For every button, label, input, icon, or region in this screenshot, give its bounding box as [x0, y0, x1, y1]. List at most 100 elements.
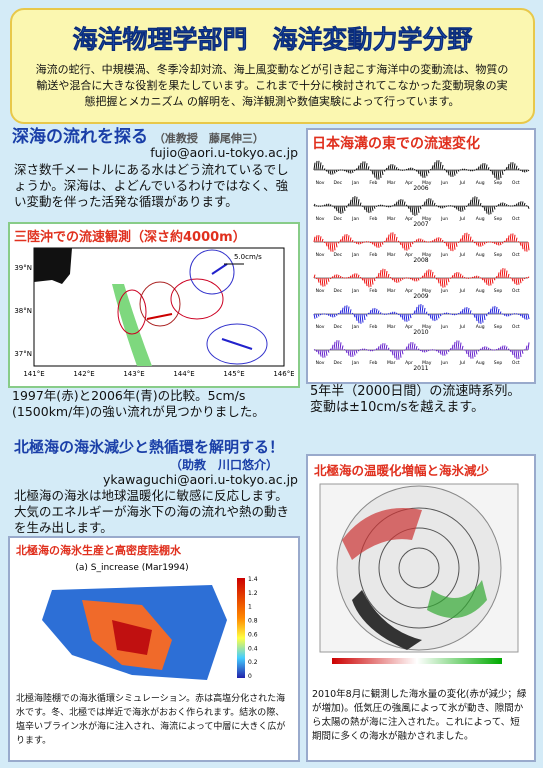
ice-increase [427, 580, 487, 618]
month-label: Feb [369, 288, 377, 294]
month-label: May [422, 216, 432, 222]
month-label: Sep [494, 216, 503, 222]
month-label: Jun [440, 324, 448, 330]
month-label: Dec [333, 180, 342, 186]
month-label: Jun [440, 360, 448, 366]
year-label: 2011 [413, 365, 428, 372]
year-label: 2006 [413, 185, 428, 192]
month-label: Jul [459, 360, 465, 366]
month-label: Mar [387, 288, 396, 294]
trench-band [112, 284, 152, 366]
month-label: Feb [369, 180, 377, 186]
month-label: Sep [494, 180, 503, 186]
month-label: Oct [512, 180, 520, 186]
year-label: 2009 [413, 293, 428, 300]
month-label: Mar [387, 180, 396, 186]
month-label: Dec [333, 324, 342, 330]
month-label: Nov [316, 360, 325, 366]
trace [313, 303, 530, 324]
month-label: Dec [333, 288, 342, 294]
trace [313, 232, 530, 252]
month-label: May [422, 180, 432, 186]
colorbar [237, 578, 245, 678]
month-label: Apr [405, 324, 413, 330]
colorbar-tick: 0 [248, 673, 252, 680]
month-label: Mar [387, 360, 396, 366]
month-label: Jul [459, 324, 465, 330]
section-text: 北極海の海氷は地球温暖化に敏感に反応します。大気のエネルギーが海氷下の海の流れや… [14, 488, 290, 535]
month-label: Mar [387, 216, 396, 222]
panel-title: 三陸沖での流速観測（深さ約4000m） [14, 230, 246, 245]
caption: 2010年8月に観測した海水量の変化(赤が減少；緑が増加)。低気圧の強風によって… [312, 689, 527, 742]
section-title: 深海の流れを探る （准教授 藤尾伸三） [12, 122, 264, 147]
section-title: 北極海の海氷減少と熱循環を解明する！ [14, 438, 285, 456]
month-label: Nov [316, 324, 325, 330]
lon-label: 146°E [273, 370, 294, 378]
month-label: Jul [459, 252, 465, 258]
ellipse [189, 249, 235, 295]
month-label: Jun [440, 180, 448, 186]
month-label: Jan [351, 180, 359, 186]
lon-label: 143°E [123, 370, 144, 378]
colorbar-tick: 1.2 [248, 590, 258, 597]
scale-label: 5.0cm/s [234, 253, 262, 261]
title: 深海の流れを探る [12, 127, 148, 147]
month-label: Jan [351, 216, 359, 222]
ellipse [206, 323, 268, 365]
month-label: Mar [387, 252, 396, 258]
month-label: Nov [316, 216, 325, 222]
colorbar [332, 658, 502, 664]
month-label: Aug [476, 216, 485, 222]
land [34, 248, 72, 284]
month-label: Oct [512, 252, 520, 258]
month-label: Aug [476, 360, 485, 366]
colorbar-tick: 0.2 [248, 659, 258, 666]
month-label: Apr [405, 288, 413, 294]
month-label: Sep [494, 252, 503, 258]
month-label: Feb [369, 324, 377, 330]
month-label: Jul [459, 180, 465, 186]
year-label: 2008 [413, 257, 428, 264]
month-label: Oct [512, 324, 520, 330]
month-label: Jun [440, 216, 448, 222]
caption: 1997年(赤)と2006年(青)の比較。5cm/s (1500km/年)の強い… [12, 388, 265, 419]
lon-label: 145°E [223, 370, 244, 378]
figure-title: (a) S_increase (Mar1994) [75, 563, 188, 573]
month-label: Feb [369, 216, 377, 222]
timeseries-figure: Nov Dec Jan Feb Mar Apr May Jun Jul Aug Sep Oct 2006… [313, 160, 530, 372]
lat-label: 39°N [14, 264, 32, 272]
trace [313, 268, 530, 288]
lat-label: 37°N [14, 350, 32, 358]
panel-title: 北極海の温暖化増幅と海氷減少 [314, 463, 490, 478]
month-label: Dec [333, 360, 342, 366]
header-title: 海洋物理学部門 海洋変動力学分野 [72, 25, 473, 55]
month-label: May [422, 252, 432, 258]
contour [358, 507, 480, 629]
month-label: Jan [351, 324, 359, 330]
month-label: Jan [351, 288, 359, 294]
month-label: May [422, 324, 432, 330]
month-label: May [422, 288, 432, 294]
month-label: Nov [316, 288, 325, 294]
arrow [221, 338, 253, 350]
month-label: Dec [333, 252, 342, 258]
month-label: Nov [316, 180, 325, 186]
ice-decrease [342, 508, 422, 560]
map-figure: 141°E 142°E 143°E 144°E 145°E 146°E 39°N 38°N 37… [14, 247, 294, 378]
month-label: Sep [494, 324, 503, 330]
year-label: 2007 [413, 221, 428, 228]
arrow [146, 313, 173, 320]
month-label: Apr [405, 252, 413, 258]
month-label: Oct [512, 216, 520, 222]
month-label: Jan [351, 252, 359, 258]
polar-map [319, 483, 519, 664]
month-label: Aug [476, 324, 485, 330]
month-label: Feb [369, 360, 377, 366]
lon-label: 142°E [73, 370, 94, 378]
email: fujio@aori.u-tokyo.ac.jp [150, 145, 298, 160]
arrow [211, 263, 228, 275]
caption: 北極海陸棚での海氷循環シミュレーション。赤は高塩分化された海水です。冬、北極では… [16, 694, 286, 746]
month-label: Jun [440, 252, 448, 258]
section-text: 深さ数千メートルにある水はどう流れているでしょうか。深海は、よどんでいるわけでは… [14, 162, 289, 209]
